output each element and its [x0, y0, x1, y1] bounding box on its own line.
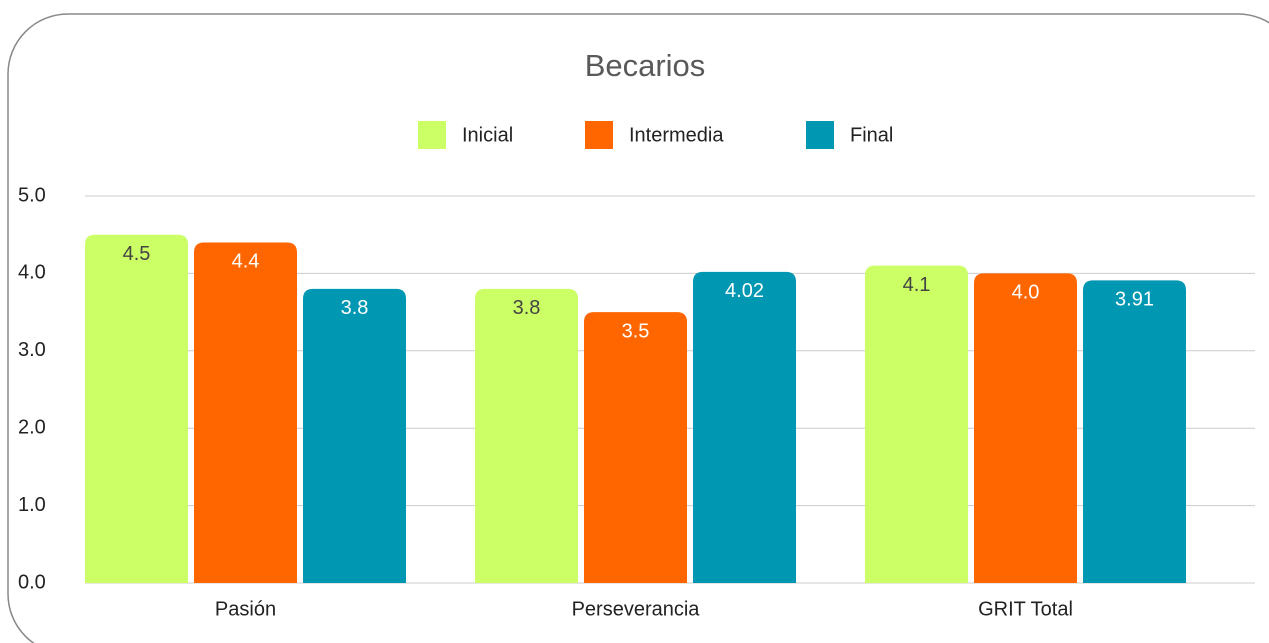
bar: [584, 312, 687, 583]
y-tick-label: 1.0: [18, 494, 46, 516]
bar: [85, 234, 188, 583]
legend-swatch: [806, 121, 834, 149]
bar: [303, 288, 406, 583]
legend-label: Inicial: [462, 124, 513, 146]
value-label: 4.5: [123, 243, 151, 265]
bar: [475, 288, 578, 583]
legend-label: Final: [850, 124, 893, 146]
value-label: 4.02: [725, 280, 764, 302]
bar: [865, 265, 968, 583]
value-label: 3.8: [341, 297, 369, 319]
value-label: 4.1: [903, 274, 931, 296]
bar: [693, 271, 796, 583]
x-tick-label: Perseverancia: [572, 598, 701, 620]
legend-label: Intermedia: [629, 124, 724, 146]
y-tick-label: 5.0: [18, 184, 46, 206]
bar: [1083, 280, 1186, 583]
value-label: 4.4: [232, 251, 260, 273]
legend-swatch: [418, 121, 446, 149]
x-tick-label: Pasión: [215, 598, 276, 620]
bar: [974, 273, 1077, 583]
y-tick-label: 2.0: [18, 416, 46, 438]
x-tick-label: GRIT Total: [978, 598, 1073, 620]
y-tick-label: 4.0: [18, 262, 46, 284]
value-label: 3.91: [1115, 289, 1154, 311]
value-label: 4.0: [1012, 282, 1040, 304]
bar: [194, 242, 297, 583]
value-label: 3.8: [513, 297, 541, 319]
chart-title: Becarios: [585, 48, 706, 83]
value-label: 3.5: [622, 320, 650, 342]
y-tick-label: 3.0: [18, 339, 46, 361]
y-tick-label: 0.0: [18, 571, 46, 593]
legend-swatch: [585, 121, 613, 149]
